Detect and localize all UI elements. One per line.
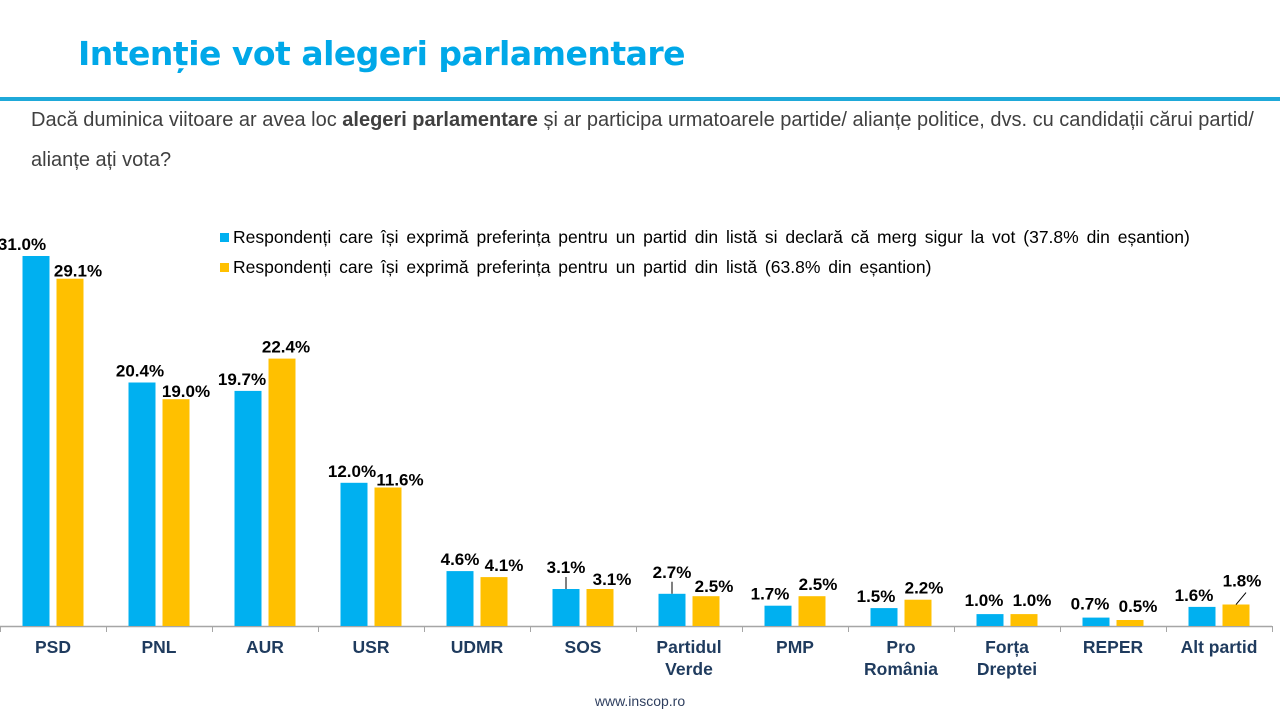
category-label: Alt partid	[1181, 637, 1258, 657]
category-label: UDMR	[451, 637, 504, 657]
question-text-1: Dacă duminica viitoare ar avea loc	[31, 109, 343, 131]
bar-sure-voters	[340, 482, 368, 626]
data-label: 20.4%	[116, 362, 164, 381]
data-label: 11.6%	[376, 471, 423, 490]
survey-question: Dacă duminica viitoare ar avea loc alege…	[31, 100, 1271, 180]
data-label: 12.0%	[328, 462, 376, 481]
category-label: USR	[353, 637, 390, 657]
data-label: 31.0%	[0, 235, 46, 254]
bar-all-respondents	[374, 487, 402, 626]
bar-sure-voters	[128, 382, 156, 626]
bar-all-respondents	[692, 596, 720, 626]
data-label: 1.0%	[965, 591, 1004, 610]
data-label: 4.6%	[441, 550, 480, 569]
data-label: 3.1%	[593, 570, 632, 589]
data-label: 0.7%	[1071, 595, 1110, 614]
data-label: 3.1%	[547, 558, 586, 577]
data-label: 19.7%	[218, 370, 266, 389]
data-label-leader-line	[1235, 592, 1247, 605]
data-label: 2.5%	[799, 575, 838, 594]
legend-label: Respondenți care își exprimă preferința …	[233, 256, 932, 277]
bar-sure-voters	[764, 605, 792, 626]
category-label: AUR	[246, 637, 284, 657]
bar-all-respondents	[268, 358, 296, 626]
category-label: PNL	[142, 637, 177, 657]
category-label: Forța	[985, 637, 1029, 657]
data-label: 22.4%	[262, 338, 310, 357]
bar-sure-voters	[976, 614, 1004, 626]
data-label: 2.7%	[653, 563, 692, 582]
legend-label: Respondenți care își exprimă preferința …	[233, 226, 1190, 247]
data-label: 29.1%	[54, 262, 102, 281]
category-label: Pro	[886, 637, 915, 657]
category-label: REPER	[1083, 637, 1144, 657]
data-label: 2.5%	[695, 577, 734, 596]
legend-swatch-blue	[220, 232, 229, 242]
data-label: 1.6%	[1175, 586, 1214, 605]
data-label: 0.5%	[1119, 597, 1158, 616]
footer-url: www.inscop.ro	[594, 693, 686, 709]
bar-all-respondents	[162, 399, 190, 626]
data-label: 19.0%	[162, 382, 210, 401]
legend-item-series-2: Respondenți care își exprimă preferința …	[220, 252, 1190, 282]
category-label: PMP	[776, 637, 814, 657]
question-text-2: și ar participa urmatoarele partide/ ali…	[31, 109, 1254, 171]
category-label: SOS	[565, 637, 602, 657]
question-text-bold: alegeri parlamentare	[342, 109, 538, 131]
category-label: PSD	[35, 637, 71, 657]
category-label: Partidul	[656, 637, 721, 657]
bar-all-respondents	[1116, 620, 1144, 626]
bar-all-respondents	[904, 599, 932, 626]
bar-sure-voters	[658, 593, 686, 626]
bar-all-respondents	[480, 577, 508, 626]
legend-swatch-yellow	[220, 262, 229, 272]
bar-all-respondents	[56, 278, 84, 626]
data-label: 1.0%	[1013, 591, 1052, 610]
bar-sure-voters	[1188, 606, 1216, 626]
bar-sure-voters	[552, 589, 580, 626]
bar-sure-voters	[446, 571, 474, 626]
bar-sure-voters	[1082, 617, 1110, 626]
data-label: 1.8%	[1223, 572, 1262, 591]
data-label: 4.1%	[485, 556, 524, 575]
category-label: Dreptei	[977, 659, 1037, 679]
title-divider	[0, 97, 1280, 101]
category-label: România	[864, 659, 938, 679]
data-label: 2.2%	[905, 579, 944, 598]
chart-legend: Respondenți care își exprimă preferința …	[220, 222, 1190, 282]
page-title: Intenție vot alegeri parlamentare	[78, 34, 686, 73]
bar-sure-voters	[234, 390, 262, 626]
bar-all-respondents	[1222, 604, 1250, 626]
bar-all-respondents	[1010, 614, 1038, 626]
data-label: 1.7%	[751, 585, 790, 604]
bar-all-respondents	[586, 589, 614, 626]
legend-item-series-1: Respondenți care își exprimă preferința …	[220, 222, 1190, 252]
category-label: Verde	[665, 659, 713, 679]
bar-sure-voters	[870, 608, 898, 626]
bar-all-respondents	[798, 596, 826, 626]
bar-sure-voters	[22, 256, 50, 626]
data-label: 1.5%	[857, 587, 896, 606]
